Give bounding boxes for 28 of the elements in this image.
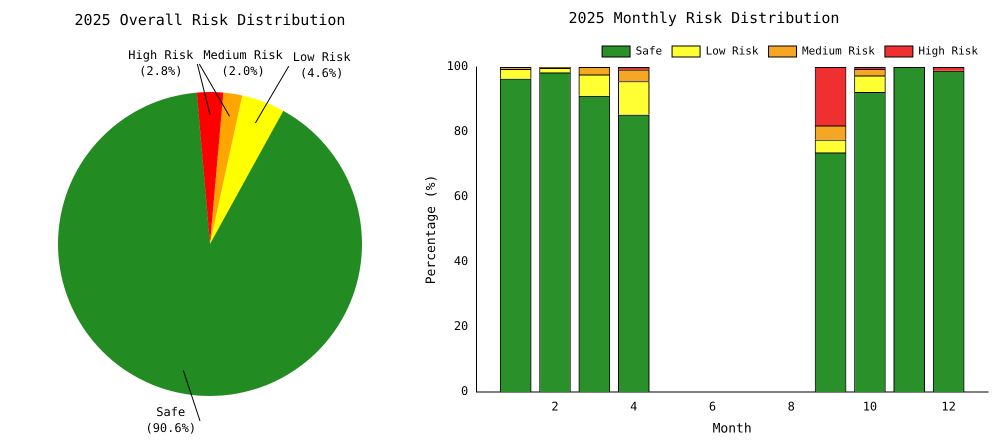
slice-label: Medium Risk <box>203 48 284 62</box>
data-label: (2.8%) <box>139 64 182 78</box>
data-label: (90.6%) <box>145 421 196 436</box>
slice-label: Low Risk <box>292 50 352 64</box>
legend-label: Low Risk <box>706 44 759 58</box>
x-axis-title: Month <box>712 422 752 437</box>
slice-label: Safe <box>156 405 186 420</box>
chart-title: 2025 Monthly Risk Distribution <box>568 8 840 27</box>
legend-label: Safe <box>636 44 662 58</box>
y-tick-label: 20 <box>454 319 468 334</box>
legend-label: Medium Risk <box>802 44 876 58</box>
slice-label: High Risk <box>128 48 194 62</box>
y-tick-label: 100 <box>446 59 468 74</box>
data-label: (2.0%) <box>221 64 265 78</box>
y-tick-label: 0 <box>461 384 468 398</box>
x-tick-label: 4 <box>630 399 638 414</box>
x-tick-label: 2 <box>551 399 559 414</box>
y-tick-label: 80 <box>454 124 468 138</box>
x-tick-label: 8 <box>788 399 795 414</box>
chart-title: 2025 Overall Risk Distribution <box>74 10 346 29</box>
legend-label: High Risk <box>918 44 978 58</box>
x-tick-label: 6 <box>708 399 716 414</box>
y-tick-label: 60 <box>454 189 468 204</box>
y-axis-title: Percentage (%) <box>424 174 440 284</box>
data-label: (4.6%) <box>300 66 344 80</box>
x-tick-label: 12 <box>941 399 956 414</box>
y-tick-label: 40 <box>454 254 468 268</box>
x-tick-label: 10 <box>862 399 878 414</box>
